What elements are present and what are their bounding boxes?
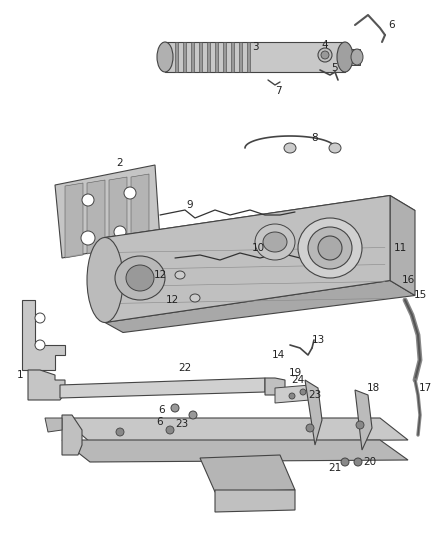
- Polygon shape: [65, 183, 83, 258]
- Text: 6: 6: [159, 405, 165, 415]
- Ellipse shape: [318, 236, 342, 260]
- Polygon shape: [131, 174, 149, 246]
- Polygon shape: [247, 42, 250, 72]
- Polygon shape: [265, 378, 285, 395]
- Text: 12: 12: [153, 270, 166, 280]
- Polygon shape: [305, 380, 322, 445]
- Text: 12: 12: [166, 295, 179, 305]
- Ellipse shape: [115, 256, 165, 300]
- Ellipse shape: [157, 42, 173, 72]
- Ellipse shape: [87, 238, 123, 322]
- Ellipse shape: [318, 48, 332, 62]
- Polygon shape: [191, 42, 194, 72]
- Ellipse shape: [190, 294, 200, 302]
- Ellipse shape: [341, 458, 349, 466]
- Text: 6: 6: [157, 417, 163, 427]
- Polygon shape: [340, 49, 360, 65]
- Polygon shape: [275, 385, 310, 403]
- Polygon shape: [55, 165, 160, 258]
- Polygon shape: [231, 42, 234, 72]
- Polygon shape: [175, 42, 178, 72]
- Polygon shape: [355, 390, 372, 450]
- Polygon shape: [105, 196, 415, 247]
- Ellipse shape: [116, 428, 124, 436]
- Text: 2: 2: [117, 158, 124, 168]
- Text: 7: 7: [275, 86, 281, 96]
- Polygon shape: [62, 415, 82, 455]
- Ellipse shape: [114, 226, 126, 238]
- Text: 24: 24: [291, 375, 304, 385]
- Polygon shape: [22, 300, 65, 370]
- Ellipse shape: [300, 389, 306, 395]
- Text: 19: 19: [288, 368, 302, 378]
- Text: 5: 5: [331, 63, 337, 73]
- Ellipse shape: [126, 265, 154, 291]
- Polygon shape: [215, 42, 218, 72]
- Ellipse shape: [306, 424, 314, 432]
- Ellipse shape: [81, 231, 95, 245]
- Text: 14: 14: [272, 350, 285, 360]
- Text: 6: 6: [389, 20, 396, 30]
- Ellipse shape: [189, 411, 197, 419]
- Polygon shape: [60, 378, 265, 398]
- Text: 10: 10: [251, 243, 265, 253]
- Text: 8: 8: [312, 133, 318, 143]
- Text: 9: 9: [187, 200, 193, 210]
- Polygon shape: [165, 42, 345, 72]
- Text: 1: 1: [17, 370, 23, 380]
- Ellipse shape: [35, 340, 45, 350]
- Text: 4: 4: [321, 40, 328, 50]
- Ellipse shape: [175, 271, 185, 279]
- Polygon shape: [183, 42, 186, 72]
- Polygon shape: [105, 280, 415, 333]
- Text: 18: 18: [366, 383, 380, 393]
- Polygon shape: [199, 42, 202, 72]
- Ellipse shape: [284, 143, 296, 153]
- Text: 21: 21: [328, 463, 342, 473]
- Polygon shape: [109, 177, 127, 250]
- Text: 23: 23: [175, 419, 189, 429]
- Text: 15: 15: [413, 290, 427, 300]
- Polygon shape: [239, 42, 242, 72]
- Text: 16: 16: [401, 275, 415, 285]
- Ellipse shape: [354, 458, 362, 466]
- Polygon shape: [87, 180, 105, 254]
- Polygon shape: [215, 490, 295, 512]
- Polygon shape: [223, 42, 226, 72]
- Ellipse shape: [351, 49, 363, 65]
- Ellipse shape: [82, 194, 94, 206]
- Polygon shape: [62, 418, 408, 442]
- Text: 13: 13: [311, 335, 325, 345]
- Ellipse shape: [255, 224, 295, 260]
- Polygon shape: [28, 370, 65, 400]
- Ellipse shape: [124, 187, 136, 199]
- Ellipse shape: [166, 426, 174, 434]
- Text: 20: 20: [364, 457, 377, 467]
- Text: 17: 17: [418, 383, 431, 393]
- Polygon shape: [207, 42, 210, 72]
- Ellipse shape: [329, 143, 341, 153]
- Ellipse shape: [321, 51, 329, 59]
- Polygon shape: [45, 418, 62, 432]
- Ellipse shape: [356, 421, 364, 429]
- Polygon shape: [62, 440, 408, 462]
- Text: 3: 3: [252, 42, 258, 52]
- Polygon shape: [105, 196, 390, 322]
- Ellipse shape: [263, 232, 287, 252]
- Ellipse shape: [35, 313, 45, 323]
- Ellipse shape: [337, 42, 353, 72]
- Ellipse shape: [171, 404, 179, 412]
- Ellipse shape: [308, 227, 352, 269]
- Text: 23: 23: [308, 390, 321, 400]
- Text: 22: 22: [178, 363, 192, 373]
- Text: 11: 11: [393, 243, 406, 253]
- Polygon shape: [200, 455, 295, 492]
- Ellipse shape: [298, 218, 362, 278]
- Ellipse shape: [289, 393, 295, 399]
- Polygon shape: [390, 196, 415, 295]
